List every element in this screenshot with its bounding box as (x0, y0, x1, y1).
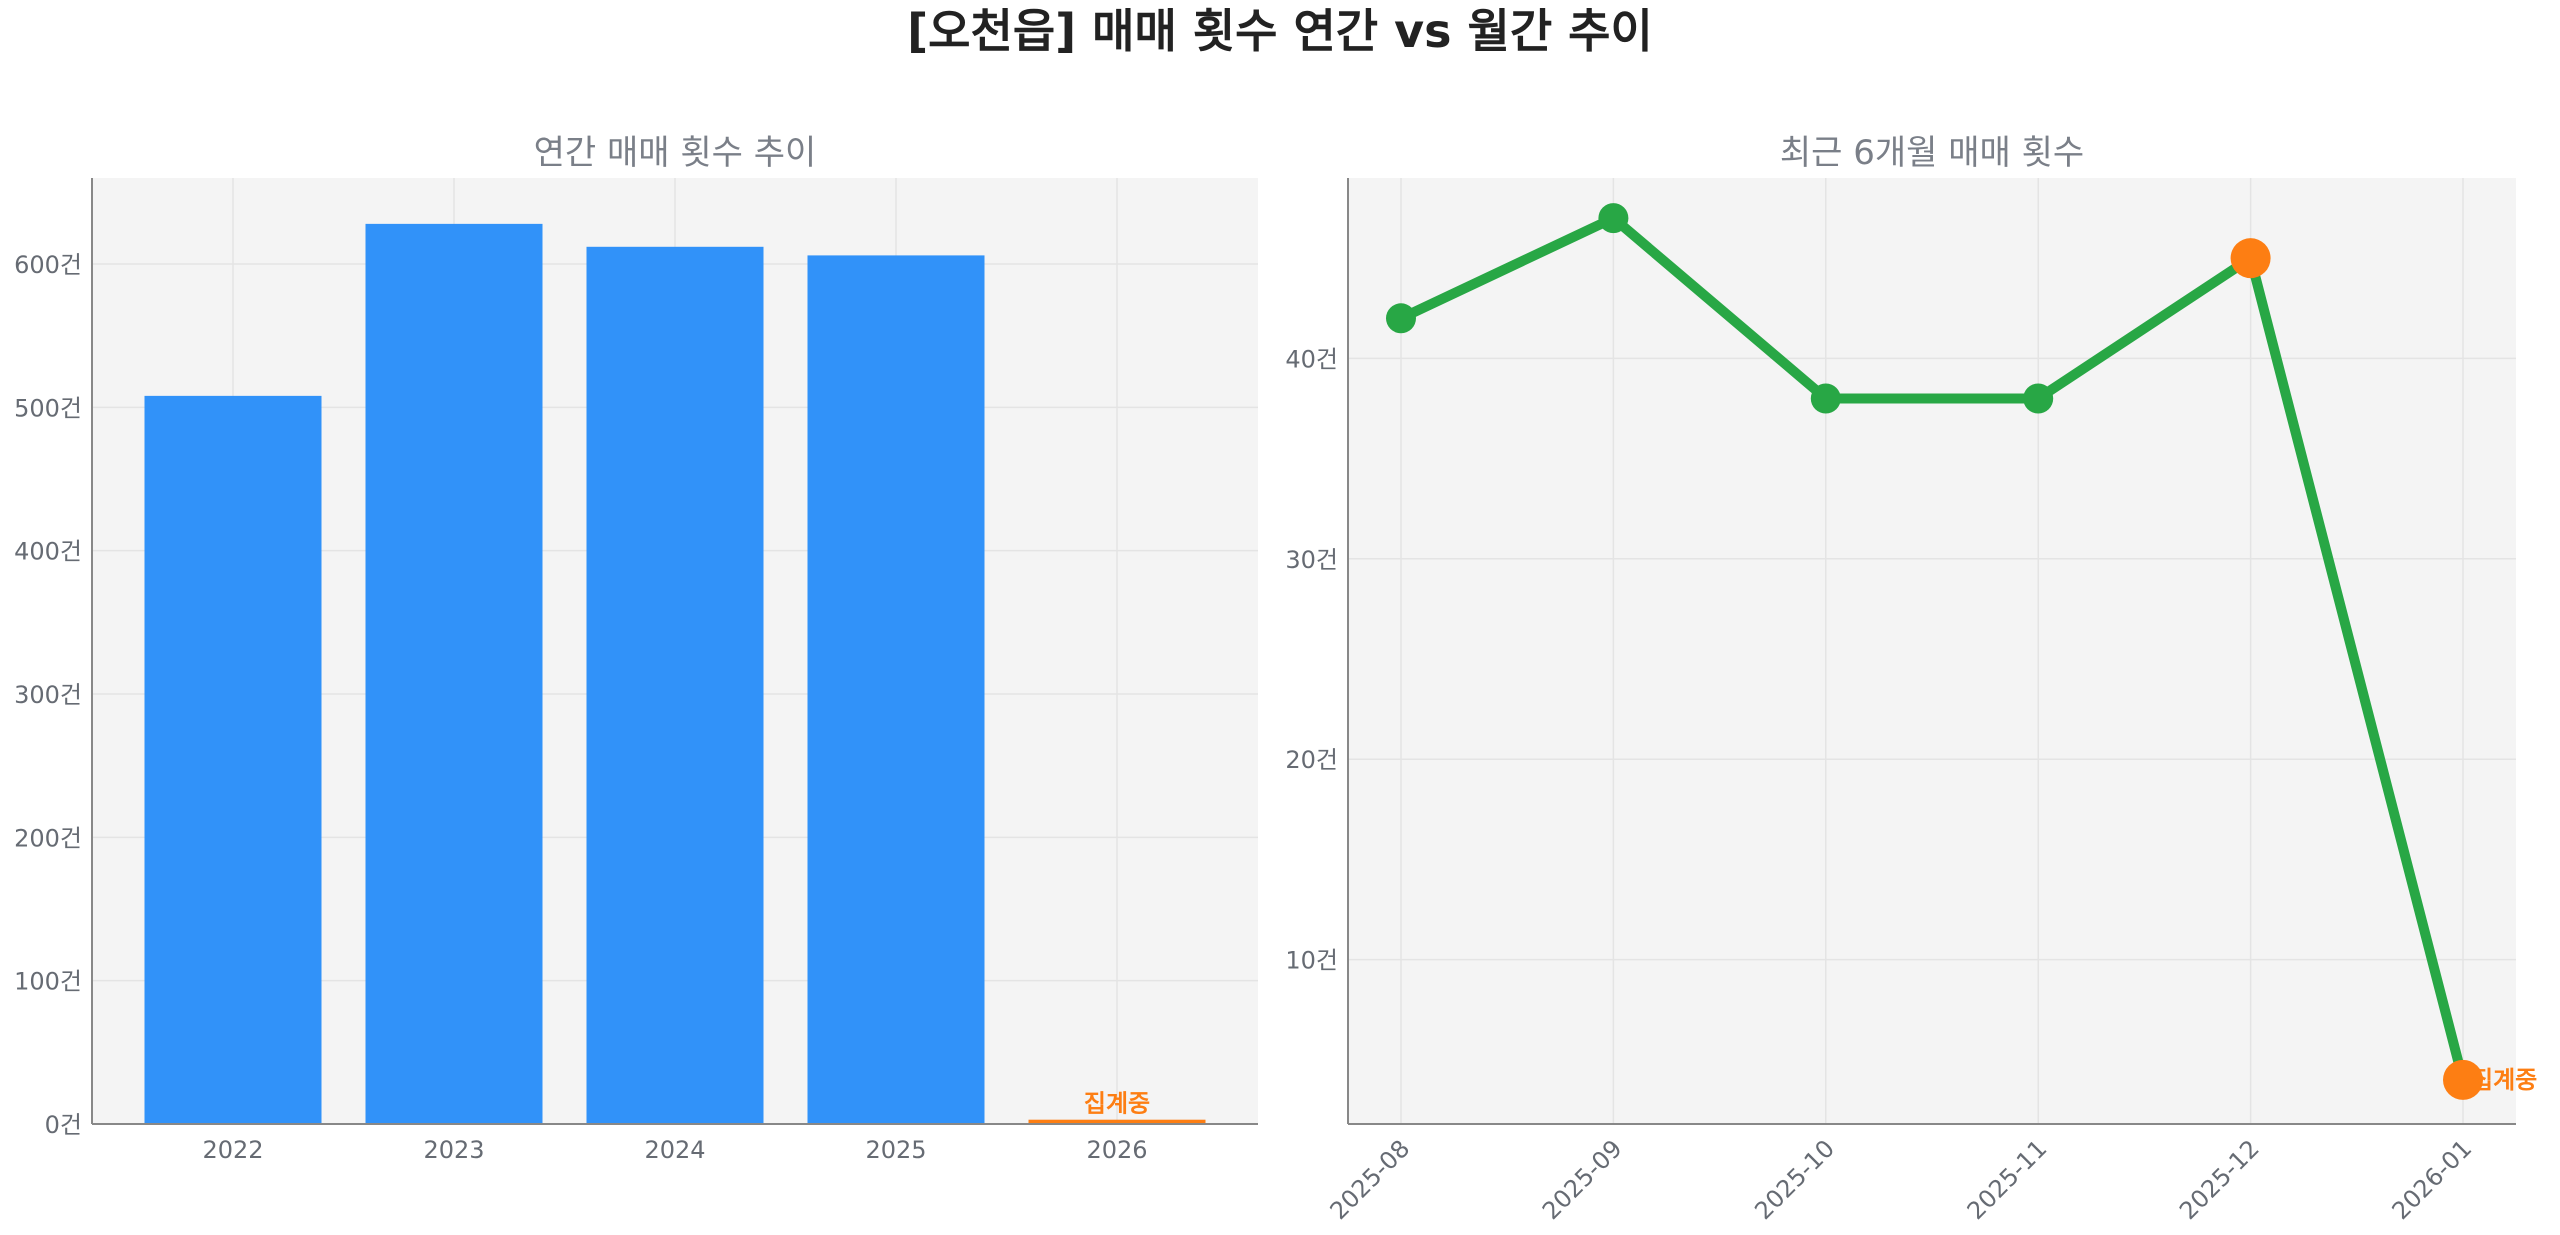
x-tick-label: 2025-08 (1325, 1134, 1416, 1225)
y-tick-label: 600건 (14, 251, 82, 279)
annual-bars: 집계중 (144, 223, 1206, 1125)
pending-label: 집계중 (1084, 1090, 1150, 1118)
x-tick-label: 2025-12 (2174, 1134, 2265, 1225)
point-2025-10 (1810, 383, 1841, 414)
bar-2026 (1028, 1119, 1206, 1124)
y-tick-label: 30건 (1285, 546, 1338, 574)
annual-x-ticks: 2022 2023 2024 2025 2026 (202, 1136, 1147, 1164)
x-tick-label: 2025-11 (1962, 1134, 2053, 1225)
x-tick-label: 2022 (202, 1136, 263, 1164)
x-tick-label: 2023 (423, 1136, 484, 1164)
monthly-chart-title: 최근 6개월 매매 횟수 (1780, 133, 2084, 173)
y-tick-label: 0건 (45, 1111, 82, 1139)
bar-2023 (365, 223, 543, 1124)
monthly-x-ticks: 2025-08 2025-09 2025-10 2025-11 2025-12 2026-… (1325, 1134, 2478, 1225)
monthly-axes (1347, 178, 2516, 1125)
point-2025-12 (2230, 238, 2271, 279)
y-tick-label: 400건 (14, 538, 82, 566)
annual-y-ticks: 0건 100건 200건 300건 400건 500건 600건 (14, 251, 82, 1139)
bar-2024 (586, 246, 764, 1125)
annual-chart-title: 연간 매매 횟수 추이 (534, 133, 817, 173)
y-tick-label: 500건 (14, 394, 82, 422)
x-tick-label: 2024 (644, 1136, 705, 1164)
figure-title: [오천읍] 매매 횟수 연간 vs 월간 추이 (907, 4, 1653, 58)
series-line (1396, 213, 2468, 1085)
monthly-series: 집계중 (1386, 203, 2537, 1100)
annual-axes (91, 178, 1258, 1125)
monthly-y-ticks: 10건 20건 30건 40건 (1285, 345, 1338, 974)
x-tick-label: 2025-10 (1749, 1134, 1840, 1225)
x-tick-label: 2026 (1086, 1136, 1147, 1164)
point-2025-09 (1598, 203, 1629, 234)
y-tick-label: 20건 (1285, 746, 1338, 774)
y-tick-label: 300건 (14, 681, 82, 709)
y-tick-label: 40건 (1285, 345, 1338, 373)
point-2025-08 (1386, 303, 1416, 334)
y-tick-label: 200건 (14, 824, 82, 852)
monthly-gridlines (1348, 178, 2516, 1124)
point-2026-01 (2443, 1059, 2483, 1100)
point-2025-11 (2023, 383, 2054, 414)
bar-2025 (807, 255, 985, 1124)
y-tick-label: 10건 (1285, 947, 1338, 975)
monthly-plot-area (1348, 178, 2516, 1124)
x-tick-label: 2025-09 (1537, 1134, 1628, 1225)
pending-label: 집계중 (2471, 1066, 2537, 1094)
x-tick-label: 2026-01 (2387, 1134, 2478, 1225)
x-tick-label: 2025 (865, 1136, 926, 1164)
y-tick-label: 100건 (14, 968, 82, 996)
bar-2022 (144, 395, 322, 1124)
